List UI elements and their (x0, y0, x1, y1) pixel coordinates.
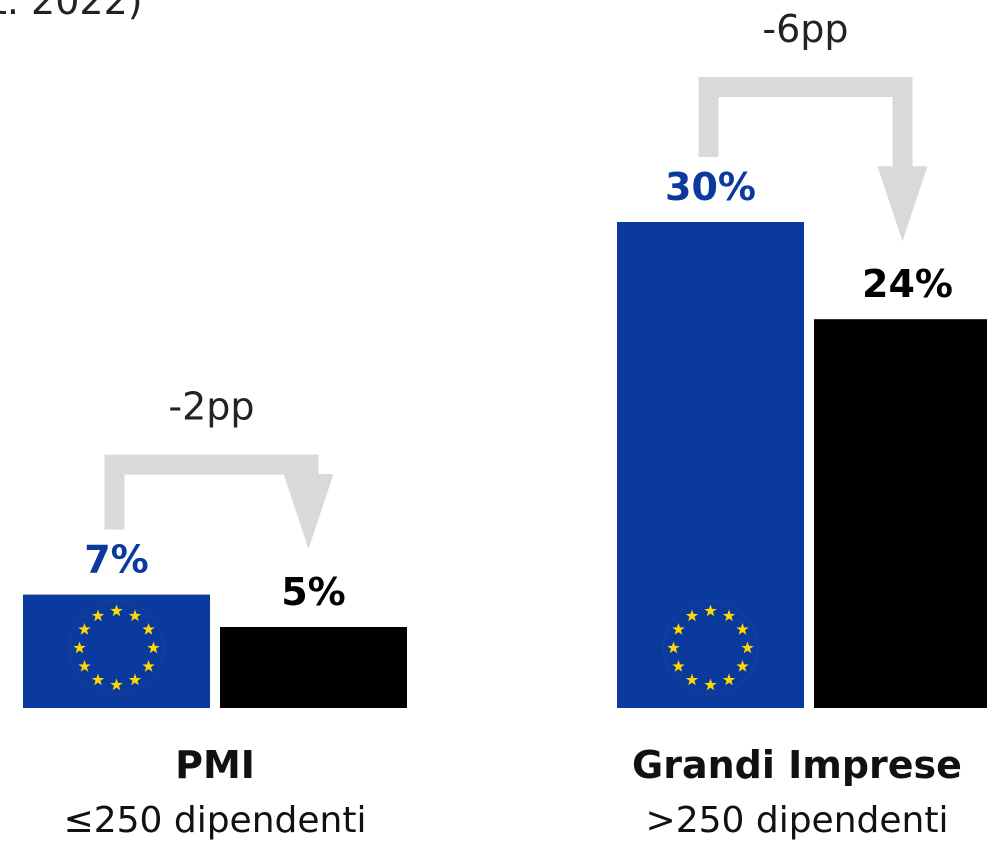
annotation: -6pp (762, 7, 848, 51)
flag-ring (69, 600, 164, 696)
flag-star (704, 678, 717, 691)
flag-star (147, 641, 160, 654)
flag-star (142, 660, 155, 672)
category-label: Grandi Imprese (632, 743, 962, 787)
value-label: 7% (84, 538, 149, 582)
flag-star (91, 609, 105, 622)
flag-star (78, 660, 91, 672)
flag-star (128, 673, 142, 686)
bar (220, 627, 407, 708)
value-label: 24% (862, 262, 953, 306)
annotation: -2pp (168, 385, 254, 429)
flag-star (667, 641, 680, 654)
flag-star (672, 623, 685, 635)
value-label: 5% (281, 570, 346, 614)
change-arrow (104, 454, 319, 530)
flag-star (685, 673, 699, 686)
bar (814, 319, 987, 708)
flag-star (142, 623, 155, 635)
change-arrowhead (877, 166, 928, 242)
flag-star (736, 660, 749, 672)
flag-ring (663, 600, 758, 696)
bar (617, 222, 804, 708)
flag-star (736, 623, 749, 635)
flag-star (110, 604, 123, 617)
flag-star (722, 609, 736, 622)
flag-star (672, 660, 685, 672)
flag-star (722, 673, 736, 686)
change-arrow (698, 77, 913, 167)
flag-star (78, 623, 91, 635)
flag-star (73, 641, 86, 654)
subtitle: t. 2022) (0, 0, 143, 23)
flag-star (685, 609, 699, 622)
flag-star (91, 673, 105, 686)
category-label: PMI (175, 743, 255, 787)
flag-star (110, 678, 123, 691)
category-subtitle: ≤250 dipendenti (64, 800, 367, 841)
category-subtitle: >250 dipendenti (646, 800, 949, 841)
value-label: 30% (665, 165, 756, 209)
flag-star (704, 604, 717, 617)
change-arrowhead (283, 474, 334, 549)
flag-star (128, 609, 142, 622)
flag-star (741, 641, 754, 654)
